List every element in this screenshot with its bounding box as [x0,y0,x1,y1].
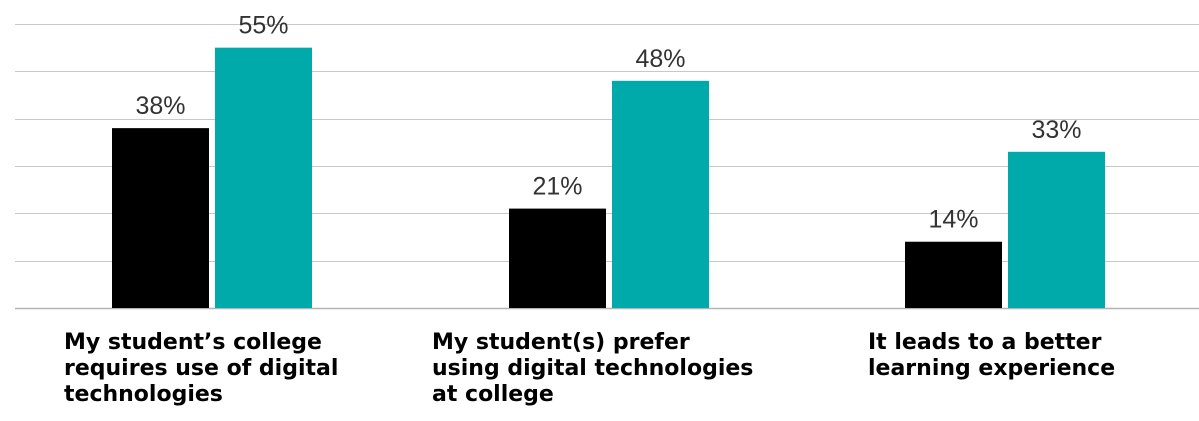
value-label-cat0-series1: 55% [238,12,288,40]
category-label-students-prefer: My student(s) prefer using digital techn… [432,330,753,408]
category-label-college-requires: My student’s college requires use of dig… [64,330,338,408]
bars [112,48,1105,308]
category-label-better-learning: It leads to a better learning experience [868,330,1115,382]
bar-cat1-series0 [509,209,606,308]
bar-cat1-series1 [612,81,709,308]
bar-cat0-series1 [215,48,312,308]
value-label-cat1-series1: 48% [635,45,685,73]
value-label-cat2-series1: 33% [1031,116,1081,144]
bar-cat2-series1 [1008,152,1105,308]
value-label-cat1-series0: 21% [532,173,582,201]
value-label-cat2-series0: 14% [928,206,978,234]
bar-cat0-series0 [112,128,209,308]
bar-cat2-series0 [905,242,1002,308]
value-label-cat0-series0: 38% [135,92,185,120]
